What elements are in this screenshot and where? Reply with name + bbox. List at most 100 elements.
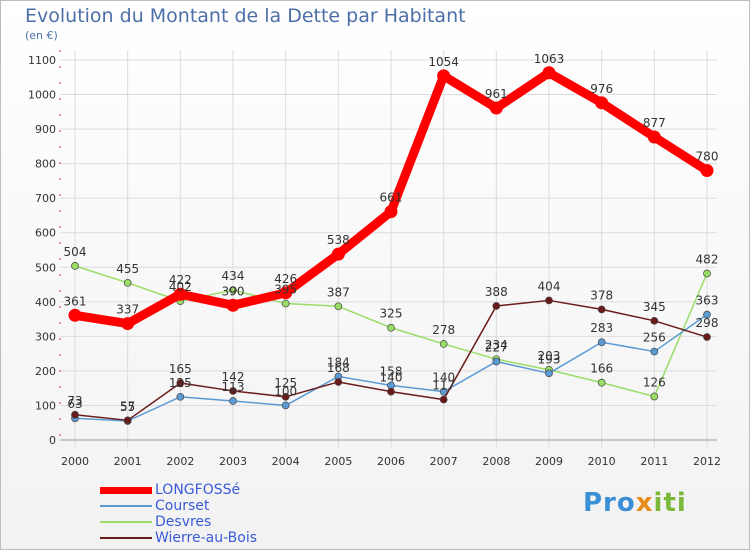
- series-point-2: [439, 340, 448, 348]
- x-tick-label: 2003: [219, 455, 247, 468]
- line-chart: 0 100 200 300 400 500 600 700 800 900 1000 1100 200…: [28, 50, 721, 468]
- legend-swatch-courset: [100, 505, 152, 507]
- series-lines: [68, 66, 714, 425]
- series-point-1: [229, 397, 237, 405]
- data-label-0: 780: [696, 150, 719, 164]
- legend-swatch-desvres: [100, 521, 152, 523]
- data-label-2: 482: [696, 252, 719, 266]
- data-label-1: 63: [67, 397, 82, 411]
- grid: [59, 50, 717, 448]
- x-tick-label: 2000: [61, 455, 89, 468]
- series-point-0: [700, 164, 714, 178]
- series-point-0: [279, 286, 293, 300]
- data-label-1: 227: [485, 341, 508, 355]
- data-label-1: 283: [590, 321, 613, 335]
- series-point-3: [650, 316, 659, 325]
- legend-swatch-wierre: [100, 537, 152, 539]
- series-point-3: [439, 395, 448, 404]
- y-axis-ticks: 0 100 200 300 400 500 600 700 800 900 1000 1100: [28, 54, 56, 447]
- x-tick-label: 2008: [482, 455, 510, 468]
- data-label-0: 661: [380, 191, 403, 205]
- series-point-3: [176, 379, 185, 387]
- data-label-0: 976: [590, 82, 613, 96]
- y-tick-label: 200: [35, 365, 56, 378]
- data-label-2: 234: [485, 338, 508, 352]
- y-tick-label: 0: [49, 434, 56, 447]
- series-point-3: [229, 387, 237, 395]
- data-label-1: 184: [327, 355, 350, 369]
- data-label-3: 125: [274, 376, 297, 390]
- series-point-2: [123, 278, 132, 287]
- x-tick-label: 2011: [640, 455, 668, 468]
- x-tick-label: 2007: [430, 455, 458, 468]
- data-label-1: 256: [643, 331, 666, 345]
- data-label-3: 388: [485, 285, 508, 299]
- series-point-3: [703, 333, 711, 341]
- data-label-0: 390: [222, 284, 245, 298]
- data-label-2: 278: [432, 323, 455, 337]
- series-point-1: [703, 310, 711, 319]
- data-label-0: 337: [116, 303, 139, 317]
- series-point-2: [71, 262, 79, 270]
- series-point-0: [489, 101, 503, 115]
- data-label-0: 961: [485, 87, 508, 101]
- x-tick-label: 2009: [535, 455, 563, 468]
- series-point-2: [650, 392, 659, 401]
- series-point-3: [123, 416, 132, 425]
- series-point-3: [545, 296, 553, 305]
- legend-swatch-longfosse: [100, 487, 152, 494]
- data-label-2: 203: [538, 349, 561, 363]
- series-point-0: [542, 66, 556, 80]
- series-point-0: [226, 298, 240, 312]
- data-labels: 361 337 422 390 426 538 661 1054 961 1063 976 877 78…: [64, 52, 719, 414]
- data-label-1: 363: [696, 294, 719, 308]
- series-point-2: [281, 299, 290, 308]
- legend-label-longfosse: LONGFOSSé: [155, 482, 241, 498]
- x-tick-label: 2005: [324, 455, 352, 468]
- series-point-1: [597, 338, 606, 347]
- y-tick-label: 1000: [28, 89, 56, 102]
- data-label-1: 55: [120, 400, 135, 414]
- series-point-2: [229, 286, 237, 294]
- data-label-1: 158: [380, 364, 403, 378]
- data-label-2: 395: [274, 283, 297, 297]
- data-label-3: 168: [327, 361, 350, 375]
- series-point-2: [597, 378, 606, 387]
- series-point-0: [173, 287, 187, 301]
- y-tick-label: 800: [35, 158, 56, 171]
- data-label-3: 140: [380, 371, 403, 385]
- series-point-0: [437, 69, 451, 83]
- series-point-0: [121, 317, 135, 331]
- data-label-2: 434: [222, 269, 245, 283]
- data-label-0: 1054: [428, 55, 459, 69]
- series-point-0: [68, 308, 82, 322]
- series-point-3: [597, 305, 606, 314]
- legend-label-desvres: Desvres: [155, 514, 212, 530]
- data-label-3: 117: [432, 379, 455, 393]
- x-tick-label: 2012: [693, 455, 721, 468]
- data-label-3: 345: [643, 300, 666, 314]
- data-label-3: 57: [120, 399, 135, 413]
- data-label-1: 125: [169, 376, 192, 390]
- x-axis-ticks: 2000 2001 2002 2003 2004 2005 2006 2007 2008 2009…: [61, 455, 721, 468]
- data-label-2: 504: [64, 245, 87, 259]
- data-label-2: 402: [169, 280, 192, 294]
- data-label-2: 126: [643, 375, 666, 389]
- data-label-2: 166: [590, 362, 613, 376]
- y-tick-label: 600: [35, 227, 56, 240]
- data-label-1: 113: [222, 380, 245, 394]
- data-label-3: 404: [538, 279, 561, 293]
- series-point-0: [647, 130, 661, 144]
- data-label-0: 422: [169, 273, 192, 287]
- data-label-1: 100: [274, 384, 297, 398]
- chart-title: Evolution du Montant de la Dette par Hab…: [25, 5, 466, 27]
- y-tick-label: 500: [35, 261, 56, 274]
- data-label-3: 73: [67, 394, 82, 408]
- series-point-1: [281, 401, 290, 410]
- series-point-1: [439, 387, 448, 396]
- legend-label-courset: Courset: [155, 498, 210, 514]
- data-label-0: 1063: [534, 52, 565, 66]
- series-point-0: [331, 247, 345, 261]
- series-point-1: [492, 357, 501, 366]
